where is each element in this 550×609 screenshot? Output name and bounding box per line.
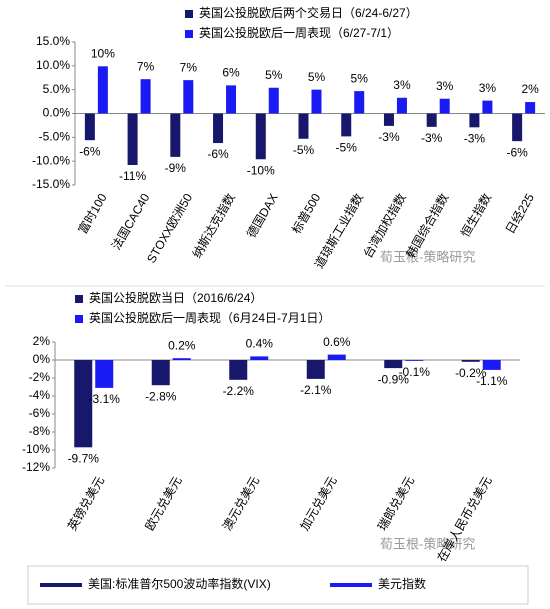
bar bbox=[226, 85, 237, 114]
data-label: 0.2% bbox=[168, 338, 196, 352]
legend-swatch bbox=[185, 10, 193, 18]
legend-label: 美国:标准普尔500波动率指数(VIX) bbox=[88, 576, 271, 591]
data-label: 3% bbox=[436, 79, 454, 93]
bar bbox=[426, 113, 437, 127]
footer-legend-box bbox=[27, 565, 529, 605]
data-label: -0.2% bbox=[455, 366, 487, 380]
bar bbox=[140, 79, 151, 114]
bar bbox=[306, 360, 325, 379]
bar bbox=[151, 360, 170, 386]
y-tick-label: 2% bbox=[33, 334, 51, 348]
bar bbox=[84, 113, 95, 141]
bar bbox=[469, 113, 480, 128]
y-tick-label: -4% bbox=[29, 388, 51, 402]
bar bbox=[213, 113, 224, 144]
y-tick-label: 5.0% bbox=[43, 82, 71, 96]
legend-swatch bbox=[75, 315, 83, 323]
bar bbox=[298, 113, 309, 139]
bar bbox=[327, 354, 346, 360]
bar bbox=[512, 113, 523, 142]
data-label: -2.2% bbox=[223, 384, 255, 398]
legend-label: 英国公投脱欧当日（2016/6/24） bbox=[89, 290, 262, 305]
data-label: -6% bbox=[79, 144, 101, 158]
bar bbox=[172, 358, 191, 360]
data-label: -9.7% bbox=[68, 451, 100, 465]
bar bbox=[229, 360, 248, 380]
data-label: -3.1% bbox=[89, 392, 121, 406]
bar bbox=[311, 89, 322, 114]
data-label: 0.6% bbox=[323, 335, 351, 349]
bar bbox=[183, 80, 194, 114]
data-label: 7% bbox=[137, 59, 155, 73]
bar bbox=[354, 91, 365, 114]
data-label: -5% bbox=[336, 141, 358, 155]
y-tick-label: 0.0% bbox=[43, 106, 71, 120]
data-label: 5% bbox=[265, 68, 283, 82]
data-label: -2.8% bbox=[145, 389, 177, 403]
y-tick-label: -8% bbox=[29, 424, 51, 438]
bar bbox=[383, 113, 394, 126]
data-label: -3% bbox=[378, 130, 400, 144]
bar bbox=[525, 102, 536, 114]
y-tick-label: -10% bbox=[22, 442, 50, 456]
bar bbox=[255, 113, 266, 160]
data-label: 5% bbox=[351, 71, 369, 85]
bar bbox=[439, 98, 450, 114]
legend-label: 英国公投脱欧后两个交易日（6/24-6/27） bbox=[199, 5, 418, 20]
bar bbox=[170, 113, 181, 157]
data-label: 0.4% bbox=[246, 337, 274, 351]
bar bbox=[461, 360, 480, 362]
legend-label: 英国公投脱欧后一周表现（6月24日-7月1日） bbox=[89, 310, 330, 325]
data-label: 3% bbox=[393, 78, 411, 92]
legend-label: 美元指数 bbox=[378, 576, 426, 591]
y-tick-label: -10.0% bbox=[32, 153, 70, 167]
data-label: 6% bbox=[222, 66, 240, 80]
data-label: -6% bbox=[506, 145, 528, 159]
bar bbox=[405, 360, 424, 361]
y-tick-label: -2% bbox=[29, 370, 51, 384]
data-label: -3% bbox=[421, 131, 443, 145]
data-label: -6% bbox=[207, 147, 229, 161]
y-tick-label: 10.0% bbox=[36, 58, 70, 72]
bar bbox=[482, 100, 493, 114]
data-label: -1.1% bbox=[476, 374, 508, 388]
bar bbox=[74, 360, 93, 448]
bar bbox=[250, 356, 269, 360]
data-label: -3% bbox=[464, 131, 486, 145]
data-label: -10% bbox=[247, 163, 275, 177]
watermark: 荀玉根-策略研究 bbox=[380, 536, 475, 551]
y-tick-label: -12% bbox=[22, 460, 50, 474]
data-label: -5% bbox=[293, 143, 315, 157]
bar bbox=[384, 360, 403, 369]
y-tick-label: 15.0% bbox=[36, 34, 70, 48]
y-tick-label: 0% bbox=[33, 352, 51, 366]
bar bbox=[341, 113, 352, 137]
data-label: 7% bbox=[180, 60, 198, 74]
data-label: 3% bbox=[479, 81, 497, 95]
legend-label: 英国公投脱欧后一周表现（6/27-7/1） bbox=[199, 25, 399, 40]
bar bbox=[95, 360, 114, 388]
data-label: 5% bbox=[308, 70, 326, 84]
legend-swatch bbox=[75, 295, 83, 303]
legend-swatch bbox=[185, 30, 193, 38]
y-tick-label: -5.0% bbox=[39, 130, 71, 144]
data-label: 2% bbox=[521, 82, 539, 96]
data-label: 10% bbox=[91, 46, 115, 60]
watermark: 荀玉根-策略研究 bbox=[380, 249, 475, 264]
y-tick-label: -6% bbox=[29, 406, 51, 420]
bar bbox=[127, 113, 138, 165]
bar bbox=[268, 87, 279, 114]
y-tick-label: -15.0% bbox=[32, 177, 70, 191]
data-label: -2.1% bbox=[300, 383, 332, 397]
bar bbox=[97, 66, 108, 114]
data-label: -0.9% bbox=[378, 372, 410, 386]
data-label: -11% bbox=[119, 169, 146, 183]
data-label: -0.1% bbox=[399, 365, 431, 379]
bar bbox=[396, 97, 407, 114]
bar bbox=[482, 360, 501, 370]
data-label: -9% bbox=[165, 161, 187, 175]
